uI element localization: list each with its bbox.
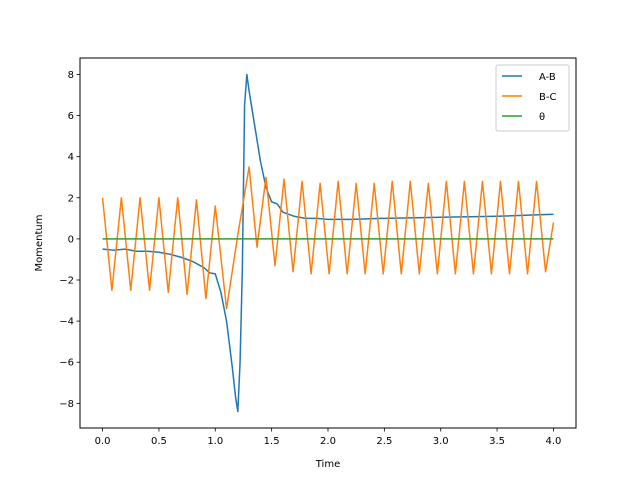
y-tick-label: 0	[68, 234, 74, 245]
y-axis-ticks: −8 −6 −4 −2 0 2 4 6 8	[59, 70, 80, 410]
y-tick-label: 6	[68, 111, 74, 122]
y-axis-label: Momentum	[34, 215, 45, 272]
legend-box	[495, 64, 570, 132]
x-tick-label: 3.0	[433, 436, 449, 447]
x-axis-ticks: 0.0 0.5 1.0 1.5 2.0 2.5 3.0 3.5 4.0	[95, 428, 562, 447]
series-line-1	[101, 166, 555, 310]
legend-label: A-B	[539, 72, 556, 83]
y-tick-label: −8	[59, 399, 74, 410]
x-tick-label: 3.5	[489, 436, 505, 447]
y-tick-label: 8	[68, 70, 74, 81]
legend: A-B B-C θ	[495, 64, 570, 132]
y-tick-label: −6	[59, 358, 74, 369]
x-tick-label: 1.5	[264, 436, 280, 447]
legend-label: θ	[539, 112, 545, 123]
y-tick-label: 2	[68, 193, 74, 204]
x-tick-label: 0.0	[95, 436, 111, 447]
y-tick-label: −4	[59, 317, 74, 328]
x-tick-label: 4.0	[546, 436, 562, 447]
plot-lines	[101, 73, 555, 413]
y-tick-label: −2	[59, 276, 74, 287]
x-tick-label: 1.0	[207, 436, 223, 447]
x-axis-label: Time	[315, 459, 340, 470]
legend-label: B-C	[539, 92, 556, 103]
y-tick-label: 4	[68, 152, 74, 163]
x-tick-label: 2.5	[376, 436, 392, 447]
x-tick-label: 2.0	[320, 436, 336, 447]
x-tick-label: 0.5	[151, 436, 167, 447]
